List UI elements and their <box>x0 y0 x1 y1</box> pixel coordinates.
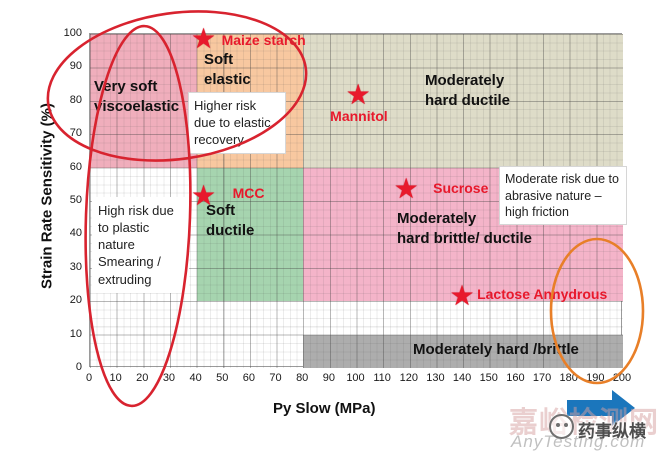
y-tick-label: 100 <box>63 27 82 39</box>
data-point-star: ★ <box>191 22 217 54</box>
region-label-very-soft-viscoelastic: Very soft viscoelastic <box>94 78 180 115</box>
data-point-label: Sucrose <box>433 179 489 196</box>
x-tick-label: 40 <box>189 372 202 384</box>
x-tick-label: 130 <box>426 372 445 384</box>
data-point-star: ★ <box>191 179 217 211</box>
watermark-logo-icon <box>549 414 574 439</box>
y-axis-title: Strain Rate Sensitivity (%) <box>38 103 56 289</box>
y-tick-label: 60 <box>69 160 82 173</box>
y-tick-label: 0 <box>75 361 82 373</box>
region-label-soft-ductile: Soft ductile <box>206 202 255 239</box>
data-point-star: ★ <box>393 172 419 204</box>
y-tick-label: 20 <box>69 294 82 307</box>
y-tick-label: 10 <box>69 327 82 340</box>
data-point-star: ★ <box>345 79 371 111</box>
x-axis-title: Py Slow (MPa) <box>273 400 376 417</box>
watermark-site-cn: 嘉峪检测网 <box>509 407 660 439</box>
watermark-site-en: AnyTesting.com <box>511 432 646 451</box>
data-point-label: MCC <box>232 184 265 201</box>
x-tick-label: 140 <box>452 372 472 384</box>
y-tick-label: 40 <box>69 227 82 240</box>
region-label-moderately-hard-ductile: Moderately hard ductile <box>425 72 511 109</box>
region-fill-2 <box>303 34 623 168</box>
y-tick-label: 80 <box>69 93 82 106</box>
region-label-soft-elastic: Soft elastic <box>204 51 251 88</box>
x-tick-label: 150 <box>479 372 498 384</box>
x-tick-label: 50 <box>216 372 229 384</box>
note-high-risk-plastic-nature: High risk due to plastic nature Smearing… <box>92 197 189 293</box>
y-tick-label: 30 <box>69 260 82 273</box>
x-tick-label: 110 <box>373 372 391 384</box>
region-fill-3 <box>196 167 304 302</box>
data-point-label: Mannitol <box>330 108 388 125</box>
x-tick-label: 70 <box>269 372 282 384</box>
x-tick-label: 170 <box>532 372 552 384</box>
region-label-moderately-hard-brittle-ductile: Moderately hard brittle/ ductile <box>397 210 533 247</box>
x-tick-label: 80 <box>296 372 309 384</box>
x-tick-label: 200 <box>612 372 632 384</box>
region-label-moderately-hard-brittle: Moderately hard /brittle <box>413 341 579 358</box>
data-point-label: Maize starch <box>221 31 306 48</box>
x-tick-label: 60 <box>242 372 256 384</box>
data-point-label: Lactose Annydrous <box>477 285 608 302</box>
x-tick-label: 90 <box>322 372 335 384</box>
y-tick-label: 50 <box>69 194 82 206</box>
note-higher-risk-elastic-recovery: Higher risk due to elastic recovery <box>188 92 286 154</box>
note-moderate-risk-abrasive: Moderate risk due to abrasive nature –hi… <box>499 166 627 225</box>
data-point-star: ★ <box>449 279 475 311</box>
y-tick-label: 70 <box>69 127 82 140</box>
y-tick-label: 90 <box>69 60 82 73</box>
x-tick-label: 160 <box>506 372 525 384</box>
x-tick-label: 120 <box>399 372 418 384</box>
watermark-brand-cn: 药事纵横 <box>578 422 646 441</box>
x-tick-label: 100 <box>346 372 365 384</box>
